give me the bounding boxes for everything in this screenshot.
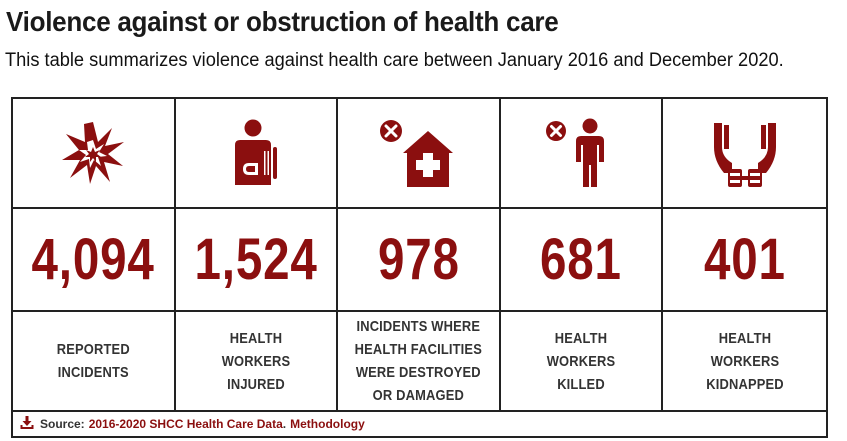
- page-subtitle: This table summarizes violence against h…: [5, 50, 784, 71]
- label-cell-facilities: INCIDENTS WHERE HEALTH FACILITIES WERE D…: [338, 312, 501, 412]
- icon-cell-injured: [175, 99, 339, 209]
- killed-person-icon: [546, 118, 605, 187]
- value-health-workers-kidnapped: 401: [703, 226, 786, 292]
- label-cell-kidnapped: HEALTH WORKERS KIDNAPPED: [663, 312, 826, 412]
- value-cell-facilities: 978: [338, 209, 501, 312]
- source-separator: .: [282, 417, 287, 431]
- explosion-icon: [62, 122, 125, 184]
- label-health-workers-kidnapped: HEALTH WORKERS KIDNAPPED: [705, 329, 784, 393]
- value-cell-killed: 681: [500, 209, 664, 312]
- value-health-workers-killed: 681: [540, 226, 623, 292]
- label-health-workers-killed: HEALTH WORKERS KILLED: [546, 329, 616, 393]
- download-icon[interactable]: [20, 416, 34, 432]
- source-data-link[interactable]: 2016-2020 SHCC Health Care Data: [88, 417, 283, 431]
- label-cell-incidents: REPORTED INCIDENTS: [13, 312, 176, 412]
- injured-person-icon: [234, 119, 277, 185]
- label-cell-injured: HEALTH WORKERS INJURED: [175, 312, 339, 412]
- icon-cell-incidents: [13, 99, 176, 209]
- label-health-workers-injured: HEALTH WORKERS INJURED: [221, 329, 291, 393]
- statistics-grid: 4,094 1,524 978 681 401 REPORTED INCIDEN…: [13, 99, 826, 412]
- value-facilities-destroyed: 978: [377, 226, 460, 292]
- label-cell-killed: HEALTH WORKERS KILLED: [500, 312, 664, 412]
- source-footer: Source: 2016-2020 SHCC Health Care Data …: [13, 412, 826, 436]
- handcuffed-hands-icon: [713, 123, 776, 187]
- value-cell-incidents: 4,094: [13, 209, 176, 312]
- page-title: Violence against or obstruction of healt…: [6, 6, 559, 37]
- icon-cell-killed: [500, 99, 664, 209]
- icon-cell-kidnapped: [663, 99, 826, 209]
- destroyed-health-facility-icon: [380, 120, 454, 187]
- statistics-table: 4,094 1,524 978 681 401 REPORTED INCIDEN…: [11, 97, 828, 438]
- value-cell-kidnapped: 401: [663, 209, 826, 312]
- icon-cell-facilities: [338, 99, 501, 209]
- value-reported-incidents: 4,094: [31, 226, 155, 292]
- label-reported-incidents: REPORTED INCIDENTS: [56, 341, 130, 381]
- label-facilities-destroyed: INCIDENTS WHERE HEALTH FACILITIES WERE D…: [354, 318, 483, 404]
- value-health-workers-injured: 1,524: [194, 226, 318, 292]
- value-cell-injured: 1,524: [175, 209, 339, 312]
- source-prefix: Source:: [40, 417, 85, 431]
- methodology-link[interactable]: Methodology: [290, 417, 365, 431]
